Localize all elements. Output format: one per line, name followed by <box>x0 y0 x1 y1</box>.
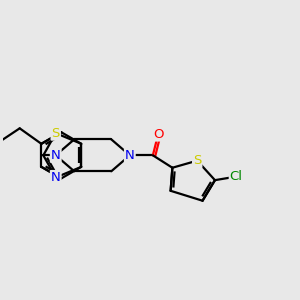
Text: Cl: Cl <box>230 170 243 183</box>
Text: S: S <box>193 154 201 167</box>
Text: O: O <box>153 128 164 140</box>
Text: N: N <box>51 149 61 162</box>
Text: N: N <box>125 149 135 162</box>
Text: N: N <box>51 171 61 184</box>
Text: S: S <box>52 127 60 140</box>
